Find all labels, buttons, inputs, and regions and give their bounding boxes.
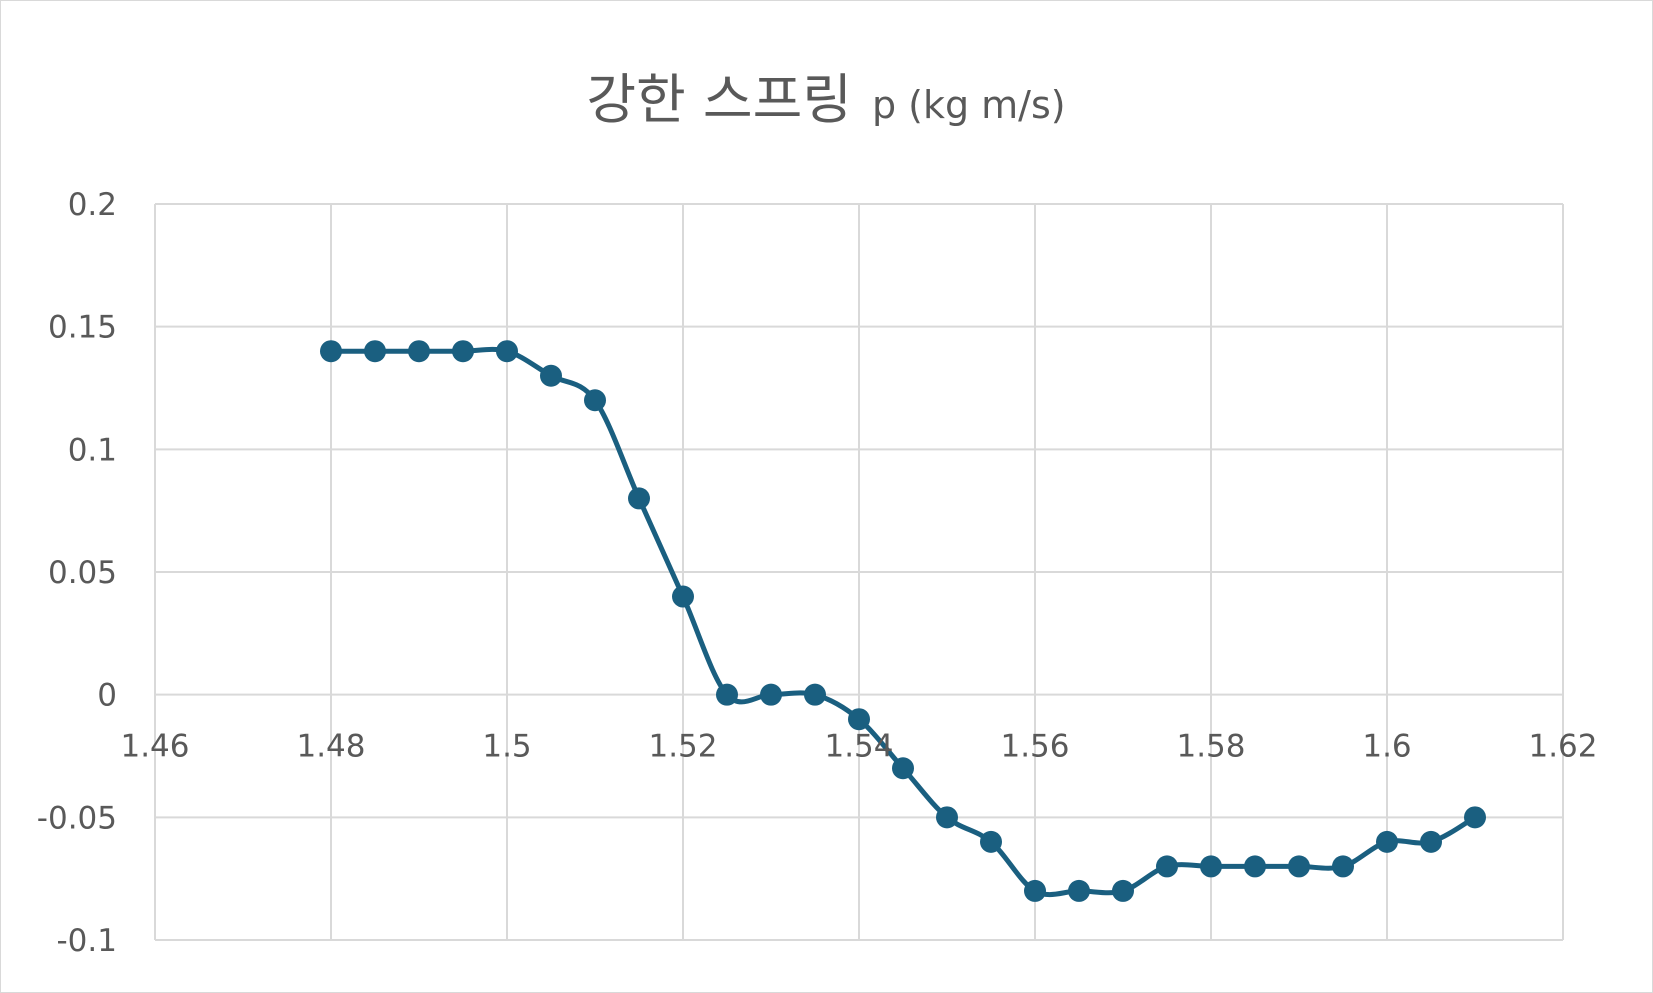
y-tick-label: 0.1 (68, 432, 117, 468)
data-point (980, 830, 1002, 853)
data-point (672, 585, 694, 608)
data-point (320, 340, 342, 363)
y-tick-label: 0.2 (68, 187, 117, 223)
x-tick-label: 1.48 (296, 729, 365, 765)
data-point (584, 389, 606, 412)
gridlines (154, 203, 1564, 941)
data-point (1376, 830, 1398, 853)
data-point (408, 340, 430, 363)
data-point (1332, 855, 1354, 878)
series-line (328, 346, 1478, 898)
x-tick-label: 1.6 (1362, 729, 1411, 765)
y-axis-tick-labels: 0.2 0.15 0.1 0.05 0 -0.05 -0.1 (37, 187, 117, 959)
chart-title-unit: p (kg m/s) (872, 83, 1066, 127)
chart-title: 강한 스프링 p (kg m/s) (586, 68, 1065, 131)
x-tick-label: 1.62 (1528, 729, 1597, 765)
x-tick-label: 1.58 (1176, 729, 1245, 765)
data-point (1200, 855, 1222, 878)
x-axis-tick-labels: 1.46 1.48 1.5 1.52 1.54 1.56 1.58 1.6 1.62 (120, 729, 1597, 765)
x-tick-label: 1.46 (120, 729, 189, 765)
data-point (1024, 879, 1046, 902)
data-point (716, 683, 738, 706)
data-point (1464, 806, 1486, 829)
x-tick-label: 1.56 (1000, 729, 1069, 765)
data-point (1068, 879, 1090, 902)
x-tick-label: 1.5 (482, 729, 531, 765)
data-point (1244, 855, 1266, 878)
data-point (628, 487, 650, 510)
data-point (540, 364, 562, 387)
series-layer (320, 340, 1486, 902)
data-point (848, 708, 870, 731)
x-tick-label: 1.52 (648, 729, 717, 765)
y-tick-label: 0.15 (48, 310, 117, 346)
data-point (760, 683, 782, 706)
data-point (364, 340, 386, 363)
data-point (892, 757, 914, 780)
data-point (936, 806, 958, 829)
data-point (1288, 855, 1310, 878)
x-tick-label: 1.54 (824, 729, 893, 765)
data-point (452, 340, 474, 363)
y-tick-label: 0.05 (48, 555, 117, 591)
data-point (1112, 879, 1134, 902)
data-point (1420, 830, 1442, 853)
chart-title-main: 강한 스프링 (586, 68, 852, 131)
y-tick-label: -0.05 (37, 800, 117, 836)
data-point (496, 340, 518, 363)
y-tick-label: -0.1 (57, 923, 118, 959)
data-point (804, 683, 826, 706)
y-tick-label: 0 (97, 678, 117, 714)
data-point (1156, 855, 1178, 878)
